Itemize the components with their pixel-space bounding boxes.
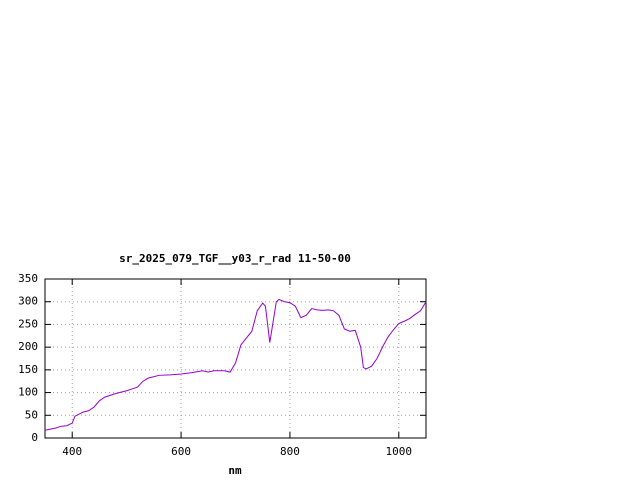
y-tick-label: 250	[18, 317, 38, 330]
y-tick-label: 100	[18, 386, 38, 399]
plot-frame	[44, 278, 427, 439]
y-tick-label: 350	[18, 272, 38, 285]
y-tick-label: 150	[18, 363, 38, 376]
x-tick-label: 400	[62, 445, 82, 458]
y-tick-label: 50	[25, 408, 38, 421]
x-axis-label: nm	[228, 464, 242, 477]
x-tick-label: 600	[171, 445, 191, 458]
x-tick-label: 1000	[386, 445, 413, 458]
data-line	[44, 298, 427, 431]
x-tick-label: 800	[280, 445, 300, 458]
y-tick-label: 300	[18, 295, 38, 308]
y-tick-label: 200	[18, 340, 38, 353]
chart-title: sr_2025_079_TGF__y03_r_rad 11-50-00	[119, 252, 351, 265]
y-tick-label: 0	[31, 431, 38, 444]
